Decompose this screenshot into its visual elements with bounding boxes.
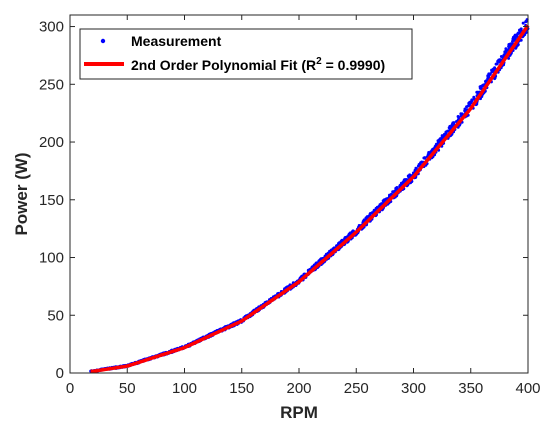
measurement-point bbox=[472, 95, 476, 99]
x-tick-label: 350 bbox=[458, 380, 483, 397]
x-tick-label: 200 bbox=[286, 380, 311, 397]
measurement-point bbox=[470, 98, 474, 102]
measurement-point bbox=[440, 134, 444, 138]
x-tick-label: 50 bbox=[119, 380, 136, 397]
legend-measurement-label: Measurement bbox=[131, 33, 222, 49]
measurement-point bbox=[438, 137, 442, 141]
measurement-point bbox=[422, 156, 426, 160]
measurement-point bbox=[426, 153, 430, 156]
measurement-point bbox=[484, 79, 488, 83]
measurement-point bbox=[457, 116, 461, 120]
y-tick-label: 200 bbox=[39, 134, 64, 151]
measurement-point bbox=[384, 197, 388, 201]
legend-fit-label-superscript: 2 bbox=[316, 56, 322, 67]
y-tick-label: 100 bbox=[39, 250, 64, 267]
measurement-point bbox=[391, 190, 395, 194]
measurement-point bbox=[446, 129, 450, 133]
legend-fit-label: 2nd Order Polynomial Fit (R2 = 0.9990) bbox=[131, 56, 385, 73]
x-tick-label: 400 bbox=[515, 380, 540, 397]
measurement-point bbox=[368, 212, 372, 215]
measurement-point bbox=[503, 50, 507, 54]
measurement-point bbox=[487, 72, 491, 76]
y-tick-label: 250 bbox=[39, 76, 64, 93]
measurement-point bbox=[479, 84, 483, 88]
y-tick-label: 150 bbox=[39, 192, 64, 209]
y-tick-label: 0 bbox=[56, 365, 64, 382]
y-tick-label: 300 bbox=[39, 19, 64, 36]
measurement-point bbox=[407, 175, 411, 179]
x-tick-label: 250 bbox=[344, 380, 369, 397]
legend-fit-label-suffix: = 0.9990) bbox=[322, 57, 385, 73]
measurement-point bbox=[499, 55, 503, 58]
fit-curve-layer bbox=[90, 24, 530, 374]
legend-fit-label-main: 2nd Order Polynomial Fit (R bbox=[131, 57, 316, 73]
measurement-point bbox=[463, 107, 467, 111]
fit-curve bbox=[90, 24, 530, 374]
legend-box bbox=[79, 28, 413, 80]
measurement-point bbox=[509, 42, 513, 46]
legend-measurement-marker bbox=[100, 38, 106, 44]
measurement-point bbox=[495, 62, 499, 66]
measurement-point bbox=[517, 31, 521, 35]
measurement-point bbox=[511, 35, 515, 39]
measurement-point bbox=[374, 206, 378, 210]
measurement-point bbox=[469, 101, 473, 105]
measurement-point bbox=[394, 186, 398, 190]
x-tick-label: 150 bbox=[229, 380, 254, 397]
y-tick-label: 50 bbox=[47, 307, 64, 324]
measurement-point bbox=[521, 21, 525, 25]
x-tick-label: 100 bbox=[172, 380, 197, 397]
y-axis-title: Power (W) bbox=[12, 152, 31, 235]
x-tick-label: 0 bbox=[66, 380, 74, 397]
legend: Measurement 2nd Order Polynomial Fit (R2… bbox=[79, 28, 413, 80]
measurement-point bbox=[403, 178, 407, 182]
measurement-point bbox=[431, 147, 435, 151]
axis-ticks: 0 50 100 150 200 250 300 350 400 0 50 100 150 200 250 3… bbox=[39, 15, 541, 397]
x-axis-title: RPM bbox=[280, 403, 318, 422]
measurement-point bbox=[337, 241, 341, 245]
x-tick-label: 300 bbox=[401, 380, 426, 397]
measurement-point bbox=[413, 168, 417, 172]
